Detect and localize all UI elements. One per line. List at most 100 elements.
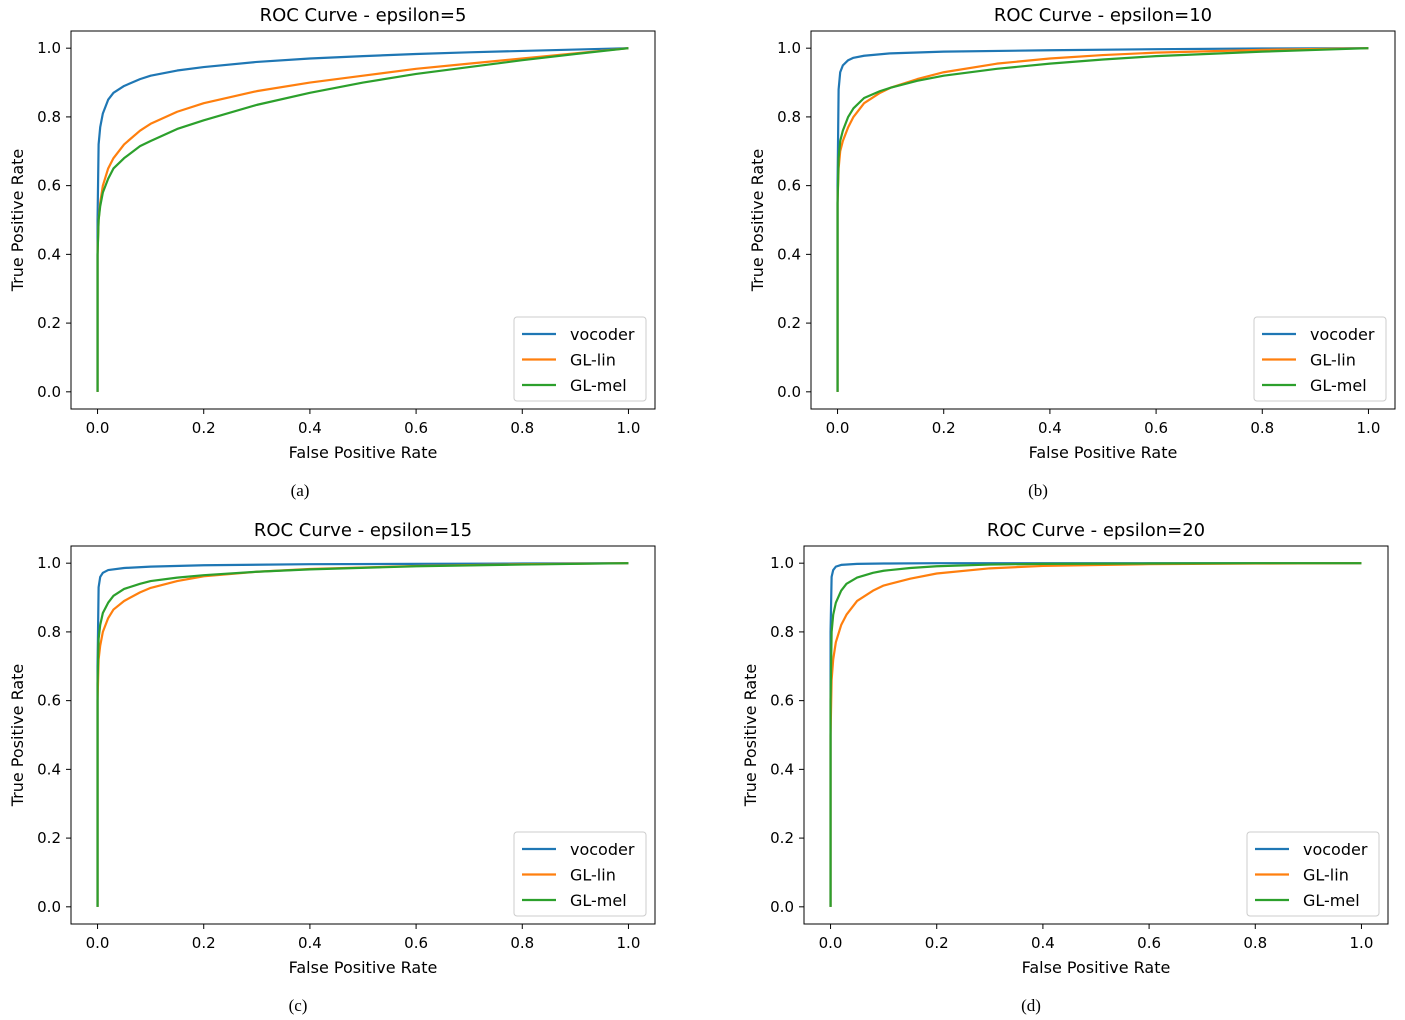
chart-title: ROC Curve - epsilon=20 bbox=[987, 520, 1205, 541]
y-tick-label: 1.0 bbox=[37, 554, 61, 572]
panel-caption-d: (d) bbox=[1021, 996, 1041, 1015]
x-tick-label: 0.2 bbox=[192, 934, 216, 952]
chart-panel-c: ROC Curve - epsilon=15 0.0 0.2 0.4 0.6 0.8 1.0… bbox=[0, 515, 690, 995]
legend: vocoder GL-lin GL-mel bbox=[1246, 831, 1380, 917]
roc-chart-svg: ROC Curve - epsilon=20 0.0 0.2 0.4 0.6 0.8 1.0… bbox=[741, 520, 1389, 977]
y-tick-label: 0.4 bbox=[777, 245, 801, 263]
legend-label-gl-mel: GL-mel bbox=[1303, 891, 1360, 910]
x-tick-label: 1.0 bbox=[1350, 934, 1374, 952]
chart-panel-a: ROC Curve - epsilon=5 0.0 0.2 0.4 0.6 0.8 1.0 0… bbox=[0, 0, 690, 480]
y-tick-label: 0.8 bbox=[37, 623, 61, 641]
x-tick-label: 0.4 bbox=[298, 934, 322, 952]
legend-label-gl-mel: GL-mel bbox=[1310, 376, 1367, 395]
roc-chart-svg: ROC Curve - epsilon=5 0.0 0.2 0.4 0.6 0.8 1.0 0… bbox=[8, 5, 656, 462]
panel-caption-c: (c) bbox=[288, 996, 308, 1015]
x-tick-label: 1.0 bbox=[617, 934, 641, 952]
legend: vocoder GL-lin GL-mel bbox=[1253, 316, 1387, 402]
roc-chart-svg: ROC Curve - epsilon=15 0.0 0.2 0.4 0.6 0.8 1.0… bbox=[8, 520, 656, 977]
legend-label-gl-mel: GL-mel bbox=[570, 376, 627, 395]
y-tick-label: 0.4 bbox=[770, 760, 794, 778]
series-line-vocoder bbox=[96, 47, 629, 392]
y-tick-label: 0.2 bbox=[777, 314, 801, 332]
chart-panel-d: ROC Curve - epsilon=20 0.0 0.2 0.4 0.6 0.8 1.0… bbox=[733, 515, 1405, 995]
x-axis-label: False Positive Rate bbox=[1029, 443, 1178, 462]
x-axis-label: False Positive Rate bbox=[289, 958, 438, 977]
y-tick-label: 0.8 bbox=[37, 108, 61, 126]
legend-label-gl-lin: GL-lin bbox=[570, 351, 616, 370]
legend-box bbox=[1246, 831, 1380, 917]
series-line-vocoder bbox=[829, 562, 1362, 907]
chart-title: ROC Curve - epsilon=10 bbox=[994, 5, 1212, 26]
axes-frame bbox=[70, 30, 656, 410]
y-tick-label: 0.2 bbox=[37, 314, 61, 332]
y-tick-label: 0.6 bbox=[777, 177, 801, 195]
axes-frame bbox=[810, 30, 1396, 410]
series-group bbox=[829, 562, 1362, 907]
legend-label-gl-lin: GL-lin bbox=[1303, 866, 1349, 885]
legend-label-gl-mel: GL-mel bbox=[570, 891, 627, 910]
legend-label-vocoder: vocoder bbox=[1303, 840, 1368, 859]
y-tick-label: 0.0 bbox=[770, 898, 794, 916]
x-tick-label: 0.6 bbox=[404, 934, 428, 952]
x-tick-label: 0.6 bbox=[1137, 934, 1161, 952]
series-group bbox=[96, 562, 629, 907]
y-axis-label: True Positive Rate bbox=[748, 149, 767, 293]
series-group bbox=[96, 47, 629, 392]
y-tick-label: 0.6 bbox=[37, 692, 61, 710]
x-tick-label: 0.8 bbox=[510, 419, 534, 437]
x-tick-label: 1.0 bbox=[1357, 419, 1381, 437]
legend-box bbox=[1253, 316, 1387, 402]
panel-caption-a: (a) bbox=[290, 481, 310, 500]
y-tick-label: 0.4 bbox=[37, 760, 61, 778]
series-line-gl-lin bbox=[829, 562, 1362, 907]
y-tick-label: 0.0 bbox=[37, 898, 61, 916]
x-tick-label: 0.0 bbox=[819, 934, 843, 952]
x-tick-label: 0.4 bbox=[1038, 419, 1062, 437]
y-tick-label: 1.0 bbox=[777, 39, 801, 57]
x-axis-label: False Positive Rate bbox=[1022, 958, 1171, 977]
panel-caption-b: (b) bbox=[1028, 481, 1048, 500]
y-tick-label: 0.6 bbox=[770, 692, 794, 710]
y-tick-label: 1.0 bbox=[770, 554, 794, 572]
chart-title: ROC Curve - epsilon=15 bbox=[254, 520, 472, 541]
y-tick-label: 0.8 bbox=[777, 108, 801, 126]
x-tick-label: 0.8 bbox=[510, 934, 534, 952]
x-tick-label: 0.8 bbox=[1250, 419, 1274, 437]
series-line-gl-mel bbox=[836, 47, 1369, 392]
axes-frame bbox=[70, 545, 656, 925]
x-tick-label: 0.0 bbox=[86, 419, 110, 437]
roc-chart-svg: ROC Curve - epsilon=10 0.0 0.2 0.4 0.6 0.8 1.0… bbox=[748, 5, 1396, 462]
y-axis-label: True Positive Rate bbox=[8, 664, 27, 808]
x-tick-label: 0.2 bbox=[925, 934, 949, 952]
legend-label-gl-lin: GL-lin bbox=[570, 866, 616, 885]
x-tick-label: 0.2 bbox=[932, 419, 956, 437]
series-line-vocoder bbox=[836, 47, 1369, 392]
x-tick-label: 0.0 bbox=[86, 934, 110, 952]
y-tick-label: 0.6 bbox=[37, 177, 61, 195]
legend: vocoder GL-lin GL-mel bbox=[513, 316, 647, 402]
series-line-gl-mel bbox=[96, 562, 629, 907]
x-axis-label: False Positive Rate bbox=[289, 443, 438, 462]
x-tick-label: 0.2 bbox=[192, 419, 216, 437]
legend: vocoder GL-lin GL-mel bbox=[513, 831, 647, 917]
series-group bbox=[836, 47, 1369, 392]
legend-label-vocoder: vocoder bbox=[570, 840, 635, 859]
y-tick-label: 0.2 bbox=[37, 829, 61, 847]
legend-label-vocoder: vocoder bbox=[570, 325, 635, 344]
x-tick-label: 0.0 bbox=[826, 419, 850, 437]
chart-panel-b: ROC Curve - epsilon=10 0.0 0.2 0.4 0.6 0.8 1.0… bbox=[740, 0, 1405, 480]
x-tick-label: 0.4 bbox=[1031, 934, 1055, 952]
y-axis-label: True Positive Rate bbox=[8, 149, 27, 293]
legend-box bbox=[513, 316, 647, 402]
legend-label-vocoder: vocoder bbox=[1310, 325, 1375, 344]
axes-frame bbox=[803, 545, 1389, 925]
x-tick-label: 0.8 bbox=[1243, 934, 1267, 952]
series-line-gl-mel bbox=[96, 47, 629, 392]
x-tick-label: 1.0 bbox=[617, 419, 641, 437]
legend-label-gl-lin: GL-lin bbox=[1310, 351, 1356, 370]
y-tick-label: 0.4 bbox=[37, 245, 61, 263]
x-tick-label: 0.6 bbox=[1144, 419, 1168, 437]
y-axis-label: True Positive Rate bbox=[741, 664, 760, 808]
y-tick-label: 0.0 bbox=[37, 383, 61, 401]
chart-title: ROC Curve - epsilon=5 bbox=[260, 5, 467, 26]
